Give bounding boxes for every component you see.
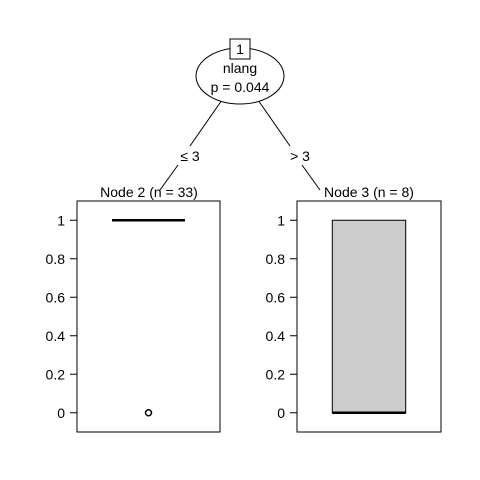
edge-left-lower	[159, 164, 179, 191]
split-label-left: ≤ 3	[180, 148, 200, 164]
split-label-right: > 3	[290, 148, 310, 164]
y-tick-label-node-2: 1	[57, 212, 65, 228]
terminal-panel-node-2: Node 2 (n = 33) 0 0.2 0.4 0.6 0.8 1	[46, 184, 221, 433]
y-tick-label-node-3: 0.8	[266, 251, 286, 267]
y-tick-label-node-2: 0.2	[46, 366, 66, 382]
y-tick-label-node-3: 0	[277, 405, 285, 421]
edge-left-upper	[189, 99, 223, 147]
terminal-panel-node-3: Node 3 (n = 8) 0 0.2 0.4 0.6 0.8 1	[266, 184, 442, 433]
y-tick-label-node-3: 0.6	[266, 289, 286, 305]
y-tick-label-node-2: 0	[57, 405, 65, 421]
root-node-pvalue: p = 0.044	[211, 79, 270, 95]
outlier-point-node-2	[144, 409, 153, 417]
panel-title-node-2: Node 2 (n = 33)	[100, 184, 198, 200]
y-tick-label-node-2: 0.8	[46, 251, 66, 267]
plot-frame-node-2	[76, 200, 221, 433]
root-node-id: 1	[236, 41, 244, 57]
y-tick-label-node-3: 1	[277, 212, 285, 228]
root-node-variable: nlang	[223, 60, 257, 76]
y-tick-label-node-2: 0.6	[46, 289, 66, 305]
y-tick-label-node-3: 0.2	[266, 366, 286, 382]
panel-title-node-3: Node 3 (n = 8)	[324, 184, 414, 200]
edge-right-lower	[301, 164, 321, 191]
edge-right-upper	[257, 99, 291, 147]
y-tick-label-node-2: 0.4	[46, 328, 66, 344]
box-node-3	[331, 219, 407, 414]
root-node-id-box	[229, 38, 251, 60]
y-tick-label-node-3: 0.4	[266, 328, 286, 344]
plot-frame-node-3	[296, 200, 442, 433]
